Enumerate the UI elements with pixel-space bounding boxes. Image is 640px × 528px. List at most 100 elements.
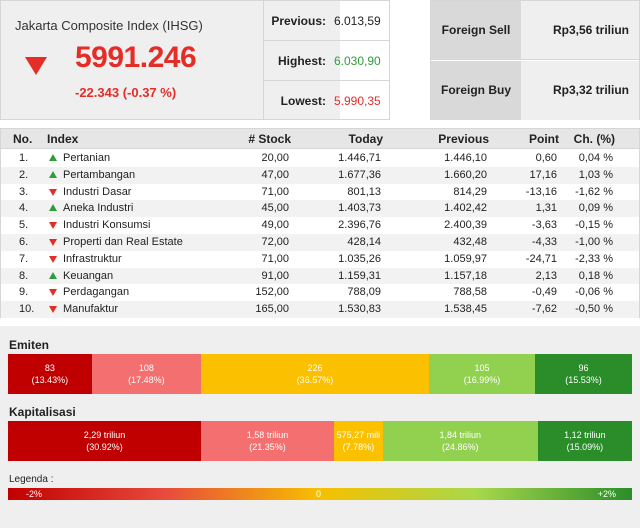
cell-point: -13,16	[525, 185, 557, 198]
cell-no: 7.	[19, 252, 29, 265]
foreign-buy-label: Foreign Buy	[431, 61, 521, 120]
cell-index-name: Perdagangan	[63, 286, 130, 299]
stat-highest: Highest: 6.030,90	[264, 41, 390, 81]
segment-percent: (36.57%)	[296, 375, 334, 385]
segment-percent: (17.48%)	[128, 375, 165, 385]
cell-change: -1,62 %	[575, 185, 613, 198]
segment-percent: (7.78%)	[342, 442, 375, 452]
emiten-segment: 226 (36.57%)	[200, 354, 430, 394]
cell-change: 0,09 %	[578, 202, 613, 215]
cell-point: 0,60	[535, 152, 557, 164]
cell-point: -3,63	[531, 219, 557, 232]
table-row: 3. Industri Dasar 71,00 801,13 814,29 -13,16 -…	[1, 184, 639, 201]
cell-point: -7,62	[531, 303, 557, 316]
segment-percent: (30.92%)	[86, 442, 123, 452]
cell-index-name: Aneka Industri	[63, 202, 134, 215]
table-row: 2. Pertambangan 47,00 1.677,36 1.660,20 17,16…	[1, 166, 639, 184]
cell-today: 801,13	[347, 185, 381, 198]
cell-previous: 1.660,20	[444, 168, 487, 181]
table-row: 9. Perdagangan 152,00 788,09 788,58 -0,49 -0,0…	[1, 284, 639, 301]
col-no: No.	[13, 132, 33, 146]
cell-index-name: Keuangan	[63, 269, 114, 282]
segment-value: 1,58 triliun	[246, 430, 289, 440]
cell-today: 1.530,83	[338, 303, 381, 316]
cell-stock: 71,00	[261, 185, 289, 198]
table-row: 7. Infrastruktur 71,00 1.035,26 1.059,97 -24,…	[1, 251, 639, 268]
cell-previous: 814,29	[453, 185, 487, 198]
cell-index-name: Industri Konsumsi	[63, 219, 151, 232]
kapitalisasi-title: Kapitalisasi	[9, 405, 76, 419]
cell-no: 1.	[19, 152, 29, 164]
kapitalisasi-bar: 2,29 triliun (30.92%) 1,58 triliun (21.35%)…	[8, 421, 632, 461]
segment-value: 575,27 mili	[336, 430, 381, 440]
cell-point: -4,33	[531, 235, 557, 248]
cell-change: 1,03 %	[578, 168, 613, 181]
stat-label: Highest:	[278, 54, 326, 68]
cell-index-name: Infrastruktur	[63, 252, 122, 265]
table-row: 1. Pertanian 20,00 1.446,71 1.446,10 0,60 0,04…	[1, 150, 639, 167]
cell-stock: 49,00	[261, 219, 289, 232]
cell-change: -0,50 %	[575, 303, 613, 316]
cell-no: 9.	[19, 286, 29, 299]
segment-value: 226	[307, 363, 323, 373]
index-name: Jakarta Composite Index (IHSG)	[15, 18, 203, 33]
cell-index-name: Properti dan Real Estate	[63, 235, 183, 248]
cell-previous: 1.402,42	[444, 202, 487, 215]
kapitalisasi-segment: 575,27 mili (7.78%)	[334, 421, 383, 461]
segment-value: 83	[44, 363, 55, 373]
kapitalisasi-segment: 1,84 triliun (24.86%)	[382, 421, 538, 461]
cell-previous: 788,58	[453, 286, 487, 299]
table-row: 6. Properti dan Real Estate 72,00 428,14 432…	[1, 233, 639, 251]
stat-value: 6.030,90	[334, 54, 381, 68]
stat-previous: Previous: 6.013,59	[264, 1, 390, 41]
segment-value: 1,12 triliun	[564, 430, 606, 440]
segment-percent: (13.43%)	[31, 375, 69, 385]
col-point: Point	[529, 132, 559, 146]
cell-point: -0,49	[531, 286, 557, 299]
foreign-buy-row: Foreign Buy Rp3,32 triliun	[431, 61, 639, 120]
cell-no: 2.	[19, 168, 29, 181]
cell-today: 2.396,76	[338, 219, 381, 232]
cell-no: 3.	[19, 185, 29, 198]
cell-no: 5.	[19, 219, 29, 232]
stats-labels-column	[264, 0, 340, 120]
segment-value: 96	[578, 363, 589, 373]
cell-today: 1.403,73	[338, 202, 381, 215]
cell-previous: 1.059,97	[444, 252, 487, 265]
cell-stock: 45,00	[261, 202, 289, 215]
segment-percent: (24.86%)	[442, 442, 479, 452]
legend-min: -2%	[26, 489, 43, 499]
stat-label: Previous:	[271, 14, 326, 28]
cell-stock: 71,00	[261, 252, 289, 265]
emiten-segment: 96 (15.53%)	[535, 354, 632, 394]
index-change: -22.343 (-0.37 %)	[75, 85, 177, 100]
legend-mid: 0	[316, 489, 322, 499]
cell-change: 0,04 %	[578, 152, 613, 164]
foreign-sell-label: Foreign Sell	[431, 1, 521, 59]
index-value: 5991.246	[75, 41, 197, 74]
cell-no: 10.	[19, 303, 35, 316]
cell-stock: 152,00	[255, 286, 289, 299]
cell-no: 8.	[19, 269, 29, 282]
foreign-sell-row: Foreign Sell Rp3,56 triliun	[431, 1, 639, 60]
table-header: No. Index # Stock Today Previous Point C…	[1, 129, 639, 149]
cell-index-name: Manufaktur	[63, 303, 119, 316]
emiten-segment: 83 (13.43%)	[8, 354, 92, 394]
cell-point: -24,71	[525, 252, 557, 265]
cell-today: 428,14	[347, 235, 381, 248]
stat-value: 6.013,59	[334, 14, 381, 28]
trend-down-icon	[49, 188, 57, 196]
table-body: 1. Pertanian 20,00 1.446,71 1.446,10 0,60 0,04…	[1, 150, 639, 318]
cell-stock: 20,00	[261, 152, 289, 164]
legend-label: Legenda :	[9, 474, 54, 485]
cell-point: 2,13	[535, 269, 557, 282]
cell-today: 1.159,31	[338, 269, 381, 282]
cell-previous: 2.400,39	[444, 219, 487, 232]
cell-no: 4.	[19, 202, 29, 215]
emiten-bar: 83 (13.43%) 108 (17.48%) 226 (36.57%) 105 (16.9…	[8, 354, 632, 394]
cell-today: 1.035,26	[338, 252, 381, 265]
trend-up-icon	[49, 154, 57, 161]
trend-down-icon	[49, 222, 57, 230]
emiten-segment: 105 (16.99%)	[429, 354, 536, 394]
table-row: 4. Aneka Industri 45,00 1.403,73 1.402,42 1,3…	[1, 200, 639, 218]
